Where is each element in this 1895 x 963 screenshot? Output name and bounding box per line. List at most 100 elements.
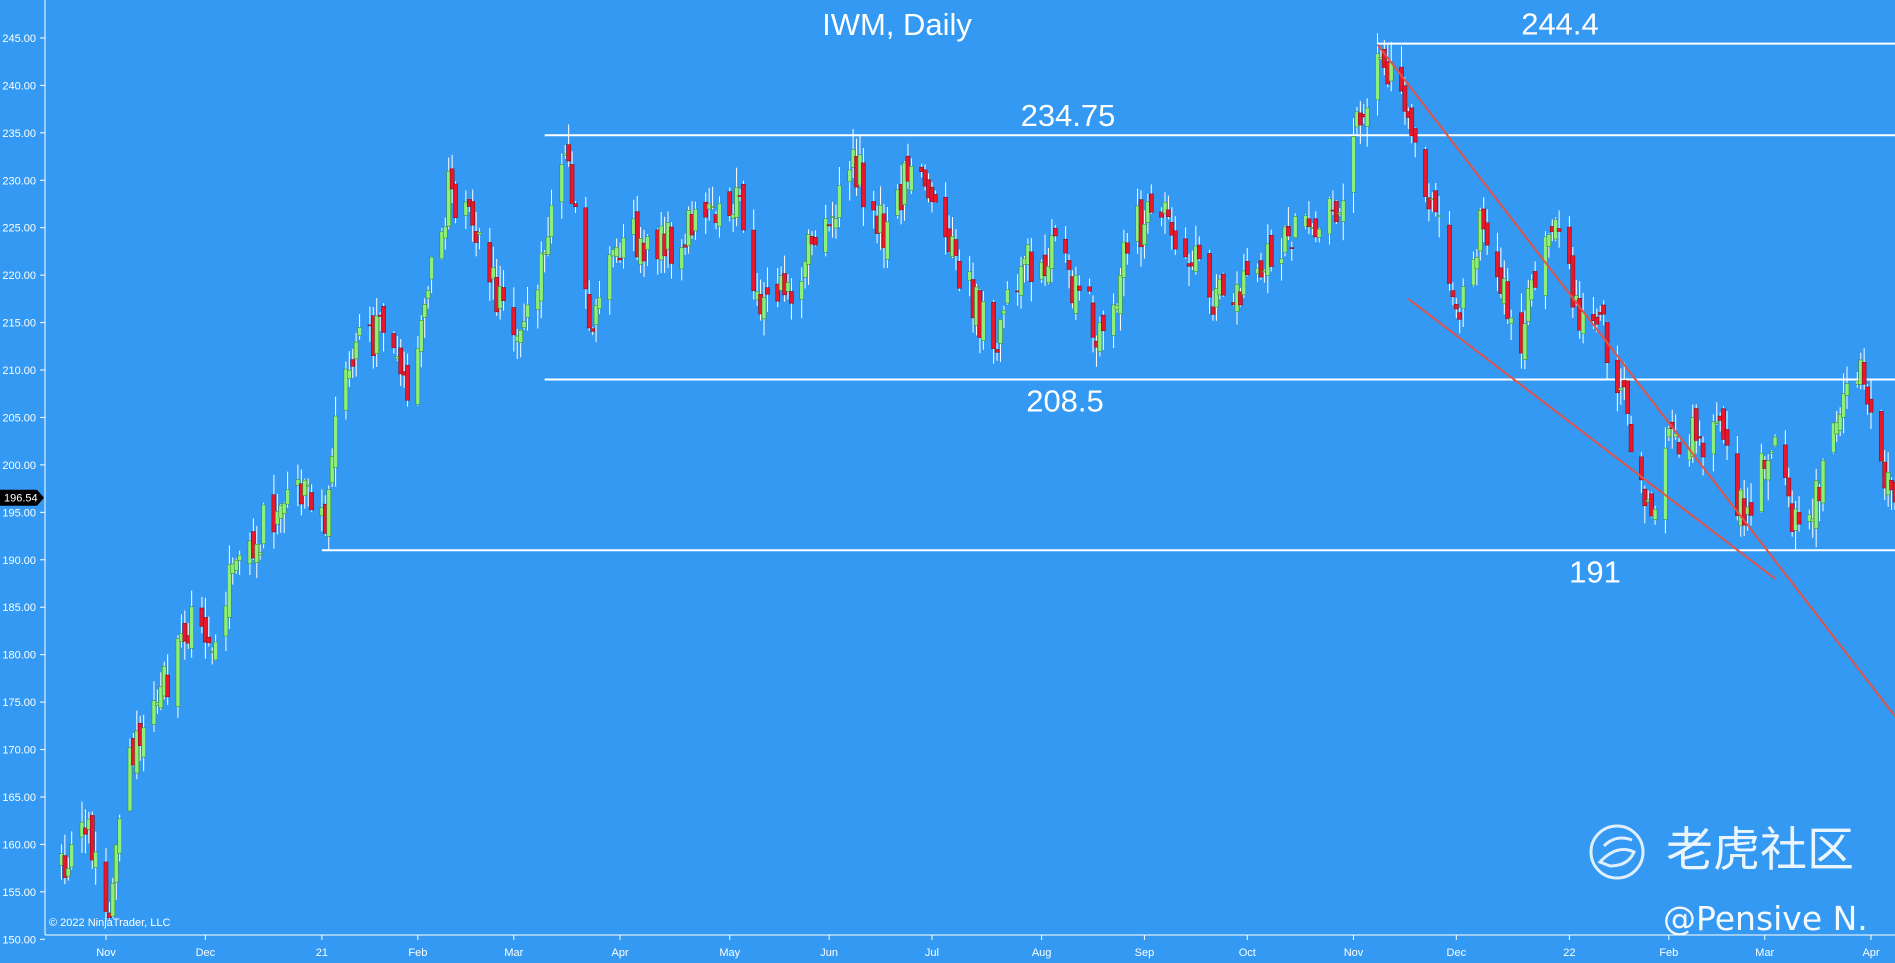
candle [1316,227,1322,243]
candle [1183,227,1188,259]
candle-body [1358,112,1363,126]
candle [1166,195,1171,220]
candle-body [830,216,835,218]
candle-body [1820,460,1826,504]
candle-body [1087,286,1092,292]
candle-body [1878,411,1884,462]
candle [182,610,188,660]
candle [833,204,839,239]
candle [521,303,527,331]
candle-body [1053,227,1058,237]
candle [994,343,1000,361]
candle-body [521,321,527,329]
candle [1878,409,1884,462]
candle-body [518,329,523,343]
candle-body [1556,228,1562,232]
candle-body [1214,288,1219,308]
candle-body [919,166,924,172]
candle-body [1813,480,1819,529]
candle [1042,234,1048,286]
candle-body [151,700,157,725]
y-tick-label: 195.00 [2,507,36,519]
candle-body [1282,226,1288,253]
candle [103,847,109,921]
candle [583,196,589,309]
level-labels: 244.4 234.75 208.5 191 [1021,7,1621,590]
candle [1292,213,1298,238]
candle [1220,272,1226,297]
candle-body [614,246,619,257]
candle [1481,197,1487,243]
candle [1172,216,1178,255]
candle [89,811,95,869]
candle-body [429,256,434,280]
candle-body [1618,387,1624,391]
candle [477,227,482,250]
candle-body [189,606,194,649]
candle [1412,127,1418,158]
candle [1306,201,1312,235]
candle-body [113,844,119,883]
candle-body [597,297,602,310]
candle [1358,101,1363,144]
trendlines-layer [1376,43,1895,717]
candle [734,167,739,227]
candle [1159,207,1164,227]
candle [1769,450,1774,459]
candle-body [381,305,386,333]
candle [1861,348,1867,390]
candle [1820,458,1826,512]
candle-body [785,282,791,292]
candle-body [1340,200,1346,222]
candle-body [789,291,794,304]
candle [1478,207,1483,261]
candle [861,148,866,226]
candle [69,831,75,870]
candle [1759,443,1764,513]
candle [1454,297,1459,319]
candle [1162,192,1168,234]
candle-body [1241,270,1247,296]
candle [1865,384,1870,415]
candle [490,246,496,300]
candle-body [1258,260,1264,278]
candle-body [1077,285,1082,291]
candle [826,223,832,232]
candle-body [1532,271,1538,288]
candle-body [62,855,68,878]
candle-body [1412,128,1418,143]
y-tick-label: 160.00 [2,839,36,851]
candle-body [1625,380,1630,414]
candle [1066,254,1072,289]
candle-body [1066,260,1072,270]
candle-body [1861,362,1867,385]
candle-body [1289,247,1295,249]
candle-body [741,183,746,231]
x-tick-label: Mar [504,947,523,959]
candle-body [511,307,517,336]
candle [1484,209,1490,255]
candle-body [141,727,146,758]
candle [1813,468,1819,548]
candle [617,242,623,263]
candle [981,291,986,350]
candle-body [953,239,959,256]
candle-body [1454,304,1459,310]
candle-body [1615,359,1620,394]
candle-body [967,271,972,281]
candle [1029,237,1034,302]
candle-body [1409,107,1415,137]
candle-body [1244,261,1250,276]
candle-body [1711,421,1716,455]
candle-body [449,168,455,190]
candle [309,484,314,512]
candle [1693,404,1699,454]
candle-body [1474,256,1480,270]
candle-body [1580,311,1586,335]
candle-body [617,257,623,261]
candle-body [861,162,866,208]
candle-body [933,194,938,203]
x-tick-label: Oct [1239,947,1256,959]
candle-body [1759,452,1764,512]
